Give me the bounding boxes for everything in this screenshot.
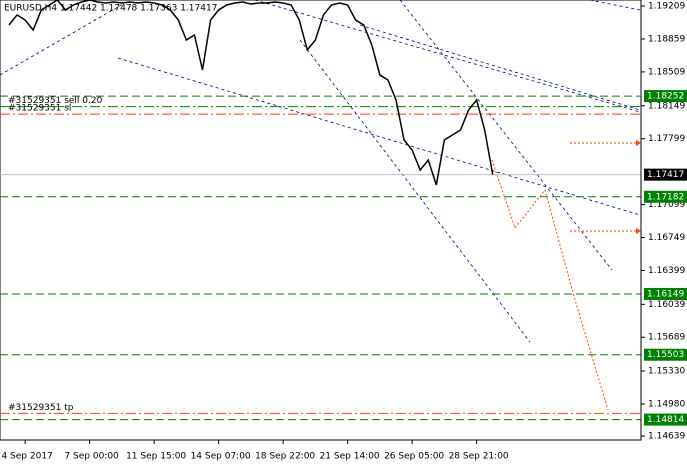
- y-tick-label: 1.15330: [648, 367, 685, 377]
- order-label: #31529351 tp: [8, 403, 74, 413]
- price-line: [8, 0, 494, 186]
- order-label: #31529351 sl: [8, 104, 71, 114]
- arrow-head: [636, 140, 641, 146]
- level-box: [644, 190, 687, 203]
- plot-frame: [0, 0, 642, 441]
- x-tick-label: 28 Sep 21:00: [449, 452, 509, 462]
- arrow-head: [636, 228, 641, 234]
- level-box: [644, 90, 687, 103]
- y-tick-label: 1.17099: [648, 200, 685, 210]
- x-tick-label: 14 Sep 07:00: [191, 452, 251, 462]
- y-tick-label: 1.14980: [648, 399, 685, 409]
- current-price-box: [644, 168, 687, 181]
- x-tick-label: 26 Sep 05:00: [384, 452, 444, 462]
- x-tick-label: 4 Sep 2017: [1, 452, 52, 462]
- chart-title: EURUSD,H4 1.17442 1.17478 1.17363 1.1741…: [4, 4, 217, 14]
- projection: [491, 140, 641, 411]
- order-label: #31529351 sell 0.20: [8, 96, 103, 106]
- level-label: 1.14814: [647, 415, 684, 425]
- y-tick-label: 1.18509: [648, 67, 685, 77]
- level-label: 1.16149: [647, 289, 684, 299]
- level-label: 1.15503: [647, 350, 684, 360]
- y-tick-label: 1.18859: [648, 34, 685, 44]
- y-tick-label: 1.18149: [648, 101, 685, 111]
- trendline: [0, 0, 131, 76]
- current-price-label: 1.17417: [647, 170, 684, 180]
- y-tick-label: 1.16749: [648, 233, 685, 243]
- x-tick-label: 7 Sep 00:00: [64, 452, 119, 462]
- y-tick-label: 1.17799: [648, 134, 685, 144]
- x-tick-label: 21 Sep 14:00: [320, 452, 380, 462]
- level-label: 1.17182: [647, 192, 684, 202]
- trendline: [359, 24, 641, 111]
- y-tick-label: 1.14639: [648, 432, 685, 442]
- trendlines: [0, 0, 641, 343]
- x-tick-label: 11 Sep 15:00: [126, 452, 186, 462]
- level-box: [644, 348, 687, 361]
- y-tick-label: 1.19209: [648, 2, 685, 12]
- y-tick-label: 1.16039: [648, 300, 685, 310]
- y-tick-label: 1.16399: [648, 266, 685, 276]
- level-box: [644, 287, 687, 300]
- level-label: 1.18252: [647, 92, 684, 102]
- x-tick-label: 18 Sep 22:00: [255, 452, 315, 462]
- trendline: [117, 57, 641, 216]
- trendline: [254, 0, 641, 113]
- level-box: [644, 413, 687, 426]
- y-tick-label: 1.15689: [648, 333, 685, 343]
- projection-path: [491, 159, 609, 411]
- trendline: [589, 0, 641, 11]
